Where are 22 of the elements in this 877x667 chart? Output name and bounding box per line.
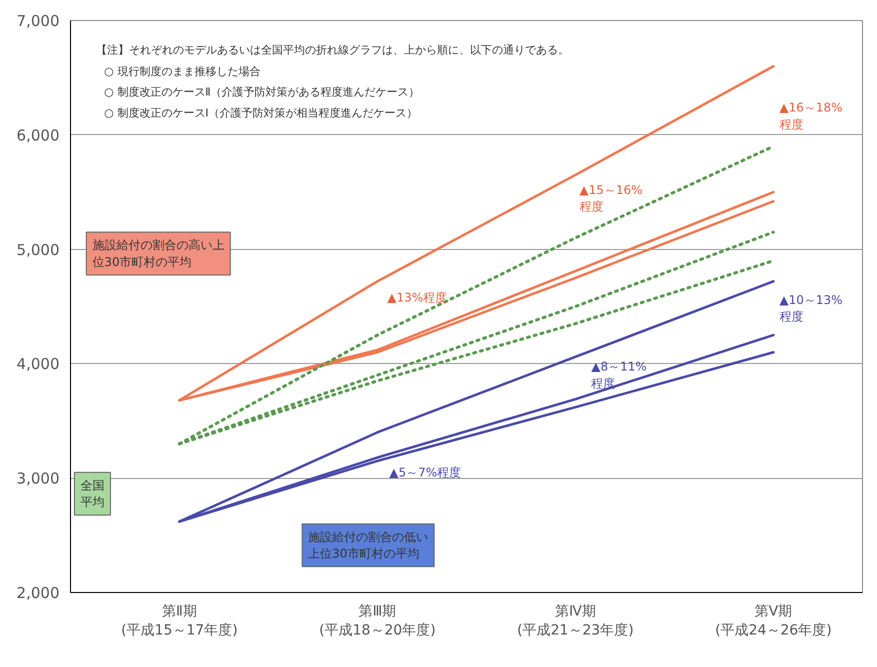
annotation: ▲16～18% 程度	[779, 100, 843, 132]
annotation: ▲10～13% 程度	[779, 292, 843, 324]
x-tick-label: 第Ⅴ期 (平成24～26年度)	[715, 604, 832, 639]
annotation: 【注】それぞれのモデルあるいは全国平均の折れ線グラフは、上から順に、以下の通りである。	[96, 43, 570, 56]
y-tick-label: 6,000	[16, 126, 60, 144]
annotation: ▲13%程度	[387, 290, 448, 304]
y-tick-label: 3,000	[16, 470, 60, 488]
annotation: ○ 現行制度のまま推移した場合	[104, 65, 260, 78]
y-tick-label: 5,000	[16, 240, 60, 259]
x-tick-label: 第Ⅳ期 (平成21～23年度)	[517, 604, 634, 639]
y-tick-label: 4,000	[16, 355, 60, 374]
x-tick-label: 第Ⅱ期 (平成15～17年度)	[121, 604, 238, 639]
annotation: 全国平均	[80, 478, 104, 510]
annotation: 施設給付の割合の低い上位30市町村の平均	[308, 530, 428, 561]
annotation: ▲5～7%程度	[389, 466, 462, 480]
y-tick-label: 7,000	[16, 12, 60, 30]
annotation: ▲15～16% 程度	[579, 182, 643, 214]
annotation: 施設給付の割合の高い上位30市町村の平均	[92, 238, 224, 269]
annotation: ○ 制度改正のケースⅡ（介護予防対策がある程度進んだケース）	[104, 86, 420, 99]
x-tick-label: 第Ⅲ期 (平成18～20年度)	[319, 604, 436, 639]
y-tick-label: 2,000	[16, 584, 60, 602]
annotation: ○ 制度改正のケースⅠ（介護予防対策が相当程度進んだケース）	[104, 106, 418, 120]
